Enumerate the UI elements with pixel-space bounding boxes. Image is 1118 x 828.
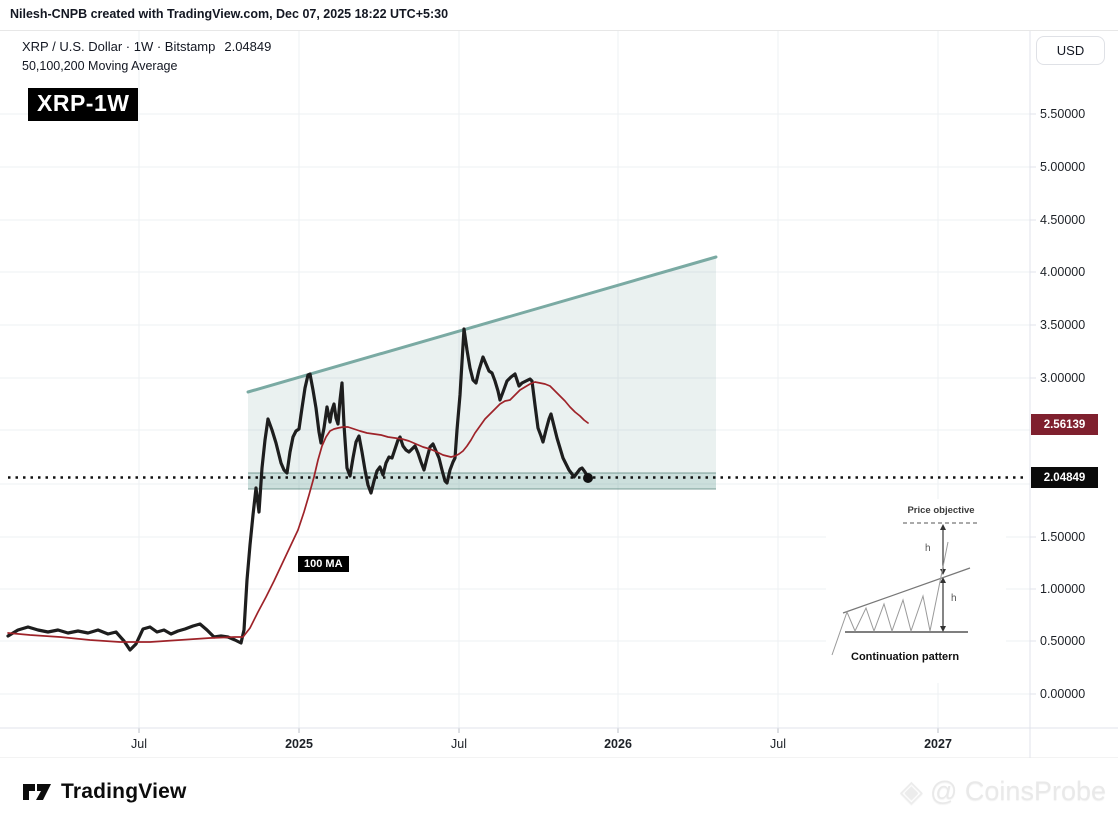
price-tick-label: 0.50000 [1040,634,1086,648]
inset-caption: Continuation pattern [851,651,960,663]
ma-label-badge: 100 MA [298,556,349,572]
time-tick-label: 2027 [924,737,952,751]
inset-arrowhead [940,524,946,530]
diamond-icon: ◈ [899,774,923,808]
currency-button[interactable]: USD [1036,36,1105,65]
coinsprobe-watermark: ◈ @ CoinsProbe [900,776,1106,807]
tradingview-brand[interactable]: TradingView [22,780,187,804]
support-band [248,473,716,489]
price-tick-label: 4.50000 [1040,213,1086,227]
inset-arrowhead [940,626,946,632]
footer: TradingView ◈ @ CoinsProbe [0,758,1118,828]
price-tick-label: 3.00000 [1040,371,1086,385]
ma-line [7,381,589,643]
inset-arrowhead [940,569,946,575]
time-tick-label: 2026 [604,737,632,751]
attribution-bar: Nilesh-CNPB created with TradingView.com… [0,0,1118,31]
continuation-pattern-inset [826,499,1006,683]
price-line [6,327,590,652]
time-tick-label: Jul [451,737,467,751]
watermark-text: @ CoinsProbe [930,776,1106,806]
inset-h-upper-label: h [925,543,931,554]
last-price-dot [583,473,593,483]
ascending-triangle-pattern [246,255,718,490]
symbol-header[interactable]: XRP / U.S. Dollar · 1W · Bitstamp 2.04849 [22,39,271,54]
rising-trendline [246,255,718,394]
last-price-badge: 2.04849 [1031,467,1098,488]
symbol-badge: XRP-1W [28,88,139,121]
price-series [6,327,590,652]
inset-rising-trendline [842,567,971,614]
indicator-header[interactable]: 50,100,200 Moving Average [22,59,178,73]
price-tick-label: 5.00000 [1040,160,1086,174]
tradingview-logo-icon [23,784,51,800]
inset-h-lower-label: h [951,593,957,604]
price-tick-label: 4.00000 [1040,265,1086,279]
time-tick-label: Jul [770,737,786,751]
inset-zigzag-price [831,541,949,656]
attribution-text: Nilesh-CNPB created with TradingView.com… [10,7,449,21]
inset-price-objective-label: Price objective [907,505,975,516]
time-tick-label: 2025 [285,737,313,751]
price-tick-label: 1.00000 [1040,582,1086,596]
tradingview-brand-text: TradingView [61,780,187,803]
chart-overlays [8,473,1028,483]
price-tick-label: 1.50000 [1040,530,1086,544]
price-tick-label: 5.50000 [1040,107,1086,121]
price-tick-label: 0.00000 [1040,687,1086,701]
ma-price-badge: 2.56139 [1031,414,1098,435]
price-tick-label: 3.50000 [1040,318,1086,332]
symbol-title: XRP / U.S. Dollar · 1W · Bitstamp [22,39,216,54]
inset-background [826,499,1006,683]
time-tick-label: Jul [131,737,147,751]
last-price: 2.04849 [224,39,272,54]
inset-arrowhead [940,577,946,583]
